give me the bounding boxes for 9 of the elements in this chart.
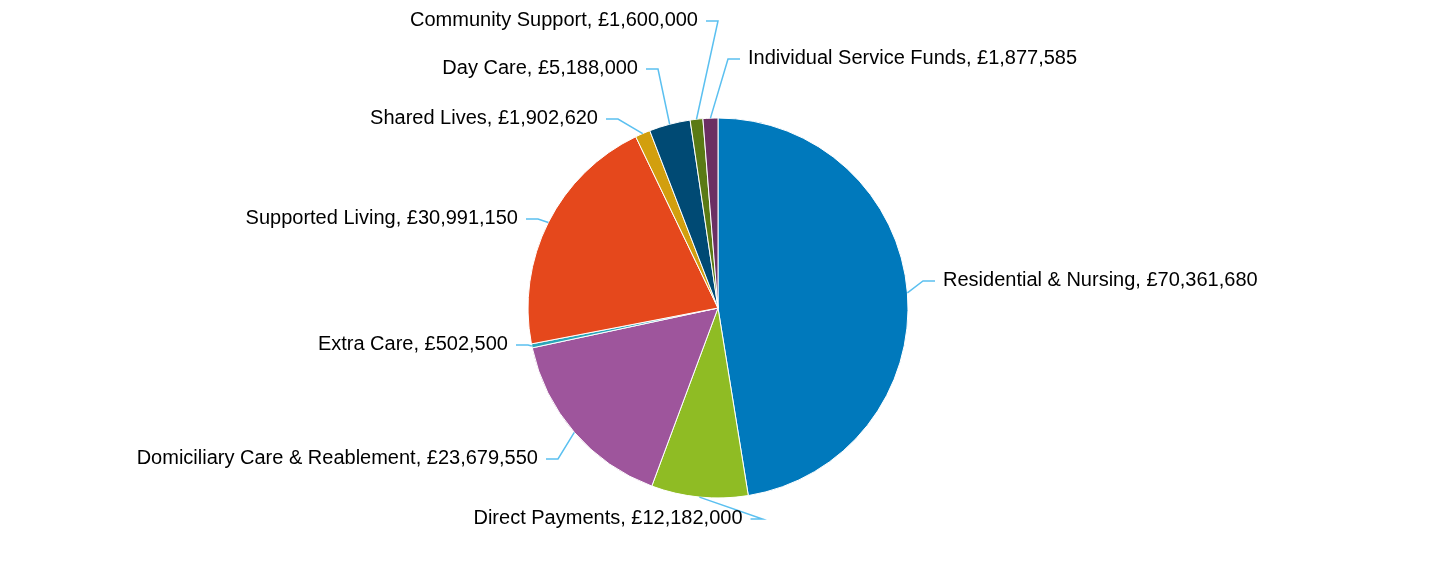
slice-label: Extra Care, £502,500 bbox=[317, 331, 508, 354]
slice-label: Residential & Nursing, £70,361,680 bbox=[943, 267, 1258, 290]
slice-label: Individual Service Funds, £1,877,585 bbox=[748, 45, 1078, 68]
slice-label: Domiciliary Care & Reablement, £23,679,550 bbox=[136, 445, 538, 468]
slice-label: Day Care, £5,188,000 bbox=[442, 55, 638, 78]
slice-label: Shared Lives, £1,902,620 bbox=[370, 105, 598, 128]
slice-label: Community Support, £1,600,000 bbox=[410, 7, 698, 30]
slice-label: Supported Living, £30,991,150 bbox=[245, 205, 518, 228]
slice-label: Direct Payments, £12,182,000 bbox=[473, 505, 743, 528]
